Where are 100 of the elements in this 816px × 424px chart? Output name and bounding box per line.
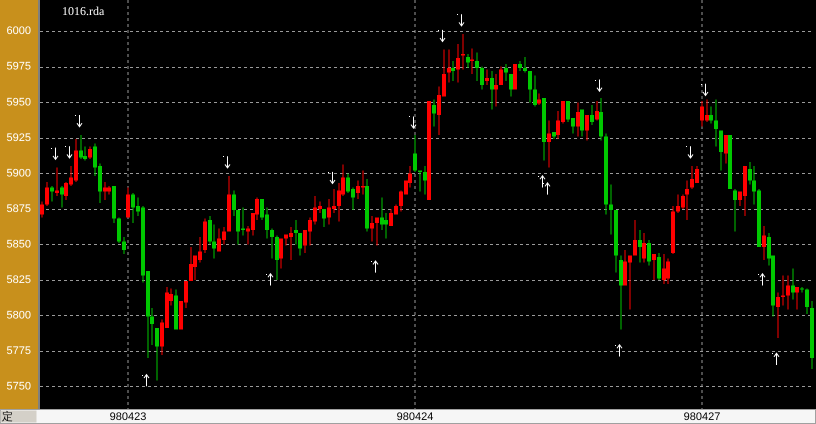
candlestick	[671, 206, 675, 254]
candlestick	[619, 256, 623, 330]
y-tick-label: 5825	[6, 274, 31, 286]
candlestick	[432, 99, 436, 126]
candlestick	[50, 186, 54, 202]
candlestick	[685, 180, 689, 220]
candlestick	[590, 105, 594, 125]
candlestick	[719, 130, 723, 170]
candlestick	[666, 258, 670, 284]
candlestick	[786, 276, 790, 310]
candlestick	[776, 292, 780, 338]
candlestick	[456, 44, 460, 82]
candlestick	[733, 188, 737, 232]
candlestick	[79, 134, 83, 160]
candlestick	[537, 94, 541, 106]
chart-title: 1016.rda	[62, 4, 105, 18]
candlestick	[45, 182, 49, 206]
y-tick-label: 5775	[6, 344, 31, 357]
x-tick-label: 980424	[396, 411, 434, 423]
candlestick	[504, 64, 508, 81]
candlestick	[461, 34, 465, 70]
candlestick	[657, 252, 661, 280]
candlestick	[451, 61, 455, 81]
candlestick	[499, 66, 503, 86]
candlestick	[523, 56, 527, 72]
candlestick	[189, 247, 193, 282]
y-tick-label: 5925	[6, 132, 31, 144]
candlestick	[485, 70, 489, 86]
candlestick	[795, 286, 799, 310]
y-tick-label: 5800	[6, 309, 31, 322]
candlestick	[88, 146, 92, 160]
candlestick	[647, 240, 651, 266]
candlestick	[103, 182, 107, 200]
candlestick	[122, 237, 126, 254]
candlestick	[580, 109, 584, 136]
y-tick-label: 5875	[6, 202, 31, 215]
candlestick	[585, 115, 589, 141]
candlestick	[805, 288, 809, 314]
text: 定	[2, 410, 13, 423]
candlestick	[117, 217, 121, 243]
x-tick-label: 980427	[684, 411, 720, 423]
candlestick	[418, 170, 422, 192]
candlestick	[279, 238, 283, 268]
candlestick	[728, 134, 732, 189]
y-tick-label: 5975	[6, 60, 31, 73]
candlestick	[714, 99, 718, 146]
candlestick	[633, 220, 637, 256]
candlestick	[599, 98, 603, 141]
candlestick	[518, 61, 522, 72]
candlestick	[55, 168, 59, 196]
candlestick	[155, 328, 159, 381]
candlestick	[423, 166, 427, 195]
candlestick	[466, 54, 470, 68]
x-tick-label: 980423	[110, 411, 146, 423]
candlestick	[642, 232, 646, 263]
candlestick	[614, 210, 618, 273]
y-tick-label: 5900	[6, 167, 31, 180]
candlestick	[480, 66, 484, 90]
candlestick	[375, 217, 379, 246]
candlestick	[112, 186, 116, 223]
y-tick-label: 5750	[6, 380, 31, 392]
candlestick	[227, 176, 231, 232]
candlestick	[576, 102, 580, 136]
candlestick	[638, 230, 642, 263]
candlestick	[470, 48, 474, 74]
candlestick	[270, 228, 274, 258]
candlestick	[203, 218, 207, 253]
candlestick	[781, 276, 785, 306]
candlestick	[533, 75, 537, 107]
candlestick	[528, 71, 532, 102]
candlestick	[174, 290, 178, 330]
candlestick	[60, 186, 64, 208]
candlestick	[547, 120, 551, 168]
candlestick	[490, 71, 494, 110]
candlestick	[724, 134, 728, 164]
candlestick	[810, 301, 814, 370]
y-tick-label: 5950	[6, 96, 31, 108]
candlestick	[275, 236, 279, 280]
candlestick	[475, 52, 479, 81]
candlestick	[427, 100, 431, 200]
candlestick	[652, 254, 656, 280]
candlestick	[494, 74, 498, 107]
candlestick	[604, 133, 608, 214]
candlestick	[662, 254, 666, 284]
candlestick	[509, 74, 513, 97]
candlestick	[413, 134, 417, 172]
candlestick	[552, 132, 556, 140]
candlestick	[322, 208, 326, 228]
candlestick	[609, 184, 613, 234]
candlestick	[791, 268, 795, 300]
candlestick	[513, 64, 517, 90]
candlestick	[542, 98, 546, 160]
candlestick	[595, 100, 599, 121]
candlestick	[40, 202, 44, 218]
candlestick	[370, 216, 374, 242]
y-tick-label: 5850	[6, 238, 31, 250]
y-tick-label: 6000	[6, 25, 31, 38]
candlestick	[126, 187, 130, 218]
candlestick	[709, 106, 713, 124]
candlestick	[762, 226, 766, 260]
